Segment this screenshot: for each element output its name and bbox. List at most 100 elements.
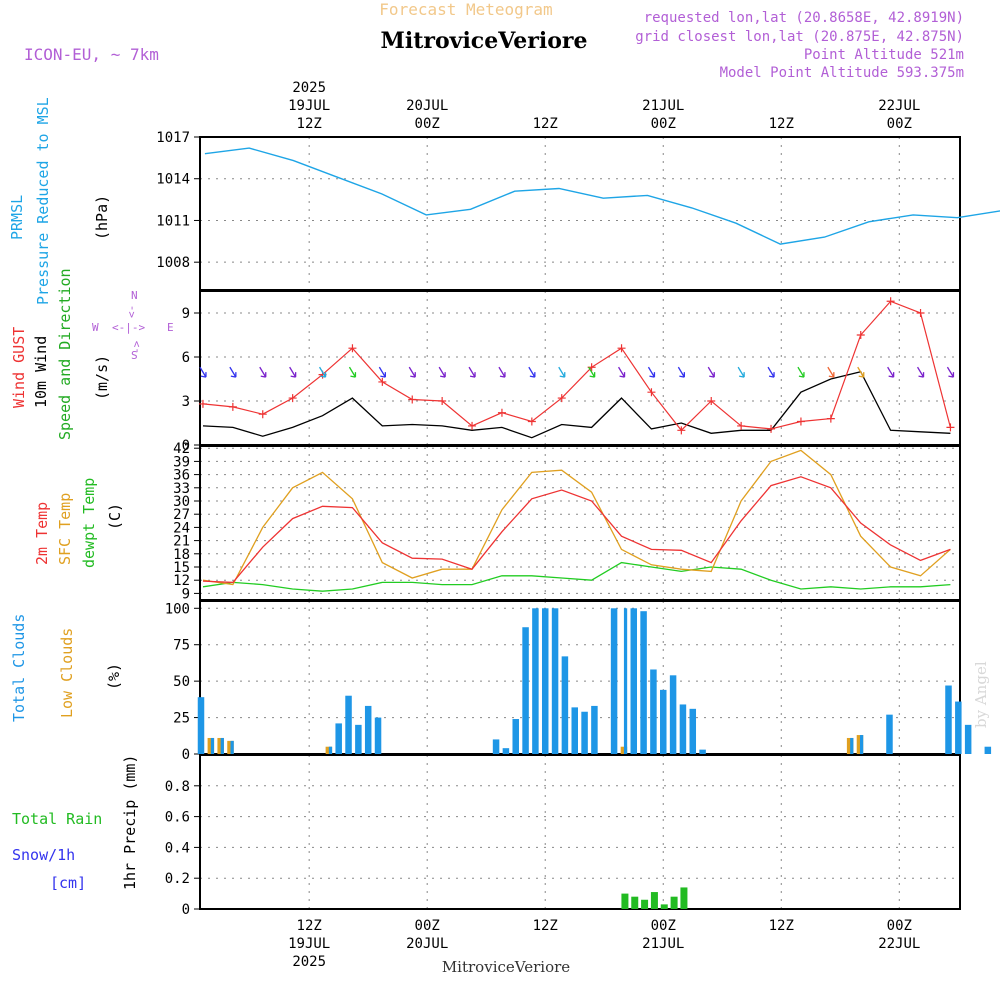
total-clouds-bar: [630, 608, 638, 754]
wind-gust-marker: [408, 395, 417, 404]
wind-gust-marker: [527, 417, 536, 426]
wind-direction-arrow: [797, 366, 805, 378]
model-label: ICON-EU, ~ 7km: [24, 45, 159, 64]
clouds-frame: [199, 600, 961, 755]
wind-gust-marker: [886, 297, 895, 306]
wind-gust-marker: [557, 394, 566, 403]
pressure-ytick-label: 1017: [156, 130, 190, 146]
wind-gust-marker: [946, 423, 955, 432]
clouds-panel: 0 25 50 75 100: [165, 600, 992, 763]
wind-direction-arrow: [348, 366, 357, 378]
wind-gust-marker: [497, 408, 506, 417]
total-clouds-bar: [230, 740, 234, 754]
wind-direction-arrow: [318, 366, 327, 378]
temp-ytick-label: 33: [173, 481, 190, 497]
dewpt-label: dewpt Temp: [80, 478, 98, 568]
total-clouds-bar: [640, 611, 647, 754]
bottom-hour-label: 00Z: [887, 918, 912, 934]
rain-bar: [650, 892, 658, 909]
total-clouds-bar: [984, 746, 992, 754]
top-hour-label: 00Z: [415, 116, 440, 132]
precip-panel: 0 0.2 0.4 0.6 0.8: [165, 754, 961, 918]
wind-gust-line: [202, 300, 951, 432]
precip-frame: [199, 754, 961, 910]
precip-unit: 1hr Precip (mm): [121, 755, 139, 890]
t2m-line: [202, 476, 951, 584]
dewpt-line: [202, 561, 951, 592]
compass-s: S: [131, 349, 138, 362]
total-clouds-label: Total Clouds: [10, 614, 28, 722]
panels: 1008101110141017036991215182124273033363…: [156, 130, 1000, 918]
pressure-frame: [199, 136, 961, 291]
precip-ytick-label: 0.6: [165, 810, 190, 826]
total-clouds-bar: [669, 675, 677, 754]
total-clouds-bar: [220, 737, 224, 754]
footer-station-name: MitroviceVeriore: [442, 958, 570, 976]
wind-gust-marker: [856, 331, 865, 339]
temp-ytick-label: 30: [173, 494, 190, 510]
wind-gust-marker: [198, 399, 207, 408]
total-clouds-bar: [512, 719, 519, 754]
wind-gust-marker: [916, 309, 925, 317]
wind-direction-arrow: [767, 366, 775, 378]
wind-direction-arrow: [408, 366, 416, 378]
wind-gust-marker: [647, 388, 656, 397]
bottom-time-axis: 12Z 19JUL 2025 00Z 20JUL 12Z 00Z 21JUL 12Z 00Z 22J…: [288, 918, 920, 970]
compass-w: W: [92, 321, 99, 334]
wind-gust-marker: [348, 344, 357, 353]
requested-lonlat: requested lon,lat (20.8658E, 42.8919N): [644, 10, 964, 26]
rain-bar: [680, 887, 688, 909]
wind-gust-marker: [228, 402, 237, 411]
wind-direction-arrow: [827, 366, 835, 378]
wind-direction-arrow: [737, 366, 745, 378]
wind-direction-arrow: [617, 366, 626, 378]
tsfc-label: SFC Temp: [56, 493, 74, 565]
wind-direction-arrow: [946, 366, 955, 378]
wind-gust-marker: [378, 377, 387, 386]
total-clouds-bar: [610, 608, 618, 754]
top-hour-label: 00Z: [887, 116, 912, 132]
clouds-ytick-label: 100: [165, 601, 190, 617]
precip-ytick-label: 0.4: [165, 840, 190, 856]
compass-vertical: <-: [125, 305, 138, 318]
top-day-label: 20JUL: [406, 98, 448, 114]
top-day-label: 22JUL: [878, 98, 920, 114]
compass-e: E: [167, 321, 174, 334]
precip-ytick-label: 0.8: [165, 779, 190, 795]
total-clouds-bar: [886, 714, 893, 754]
wind-gust-marker: [737, 421, 746, 430]
total-clouds-bar: [502, 748, 510, 754]
temp-ytick-label: 18: [173, 547, 190, 563]
top-hour-label: 12Z: [533, 116, 558, 132]
top-year-label: 2025: [292, 80, 326, 96]
wind-gust-marker: [796, 417, 805, 426]
wind-direction-arrow: [916, 366, 925, 378]
total-clouds-bar: [541, 608, 549, 754]
wind-ytick-label: 3: [182, 394, 190, 410]
wind-ytick-label: 9: [182, 306, 190, 322]
total-clouds-bar: [328, 746, 333, 754]
wind-gust-label: Wind GUST: [10, 327, 28, 408]
wind-unit: (m/s): [93, 355, 111, 400]
clouds-ytick-label: 50: [173, 674, 190, 690]
pressure-unit: (hPa): [93, 195, 111, 240]
total-clouds-bar: [945, 685, 952, 754]
temp-panel-labels: 2m Temp SFC Temp dewpt Temp (C): [33, 478, 124, 568]
clouds-unit: (%): [105, 663, 123, 690]
clouds-ytick-label: 0: [182, 747, 190, 763]
wind-direction-arrow: [677, 366, 685, 378]
total-clouds-bar: [623, 608, 628, 754]
total-clouds-bar: [355, 724, 362, 754]
wind-direction-arrow: [259, 366, 267, 378]
compass-vertical-2: ->: [130, 340, 143, 354]
top-day-label: 19JUL: [288, 98, 330, 114]
temp-ytick-label: 21: [173, 534, 190, 550]
temp-ytick-label: 36: [173, 468, 190, 484]
tsfc-line: [202, 449, 951, 586]
wind-gust-marker: [288, 394, 297, 403]
total-clouds-bar: [679, 704, 687, 754]
total-clouds-bar: [561, 656, 569, 754]
wind-speed-dir-label: Speed and Direction: [56, 268, 74, 440]
bottom-hour-label: 12Z: [769, 918, 794, 934]
